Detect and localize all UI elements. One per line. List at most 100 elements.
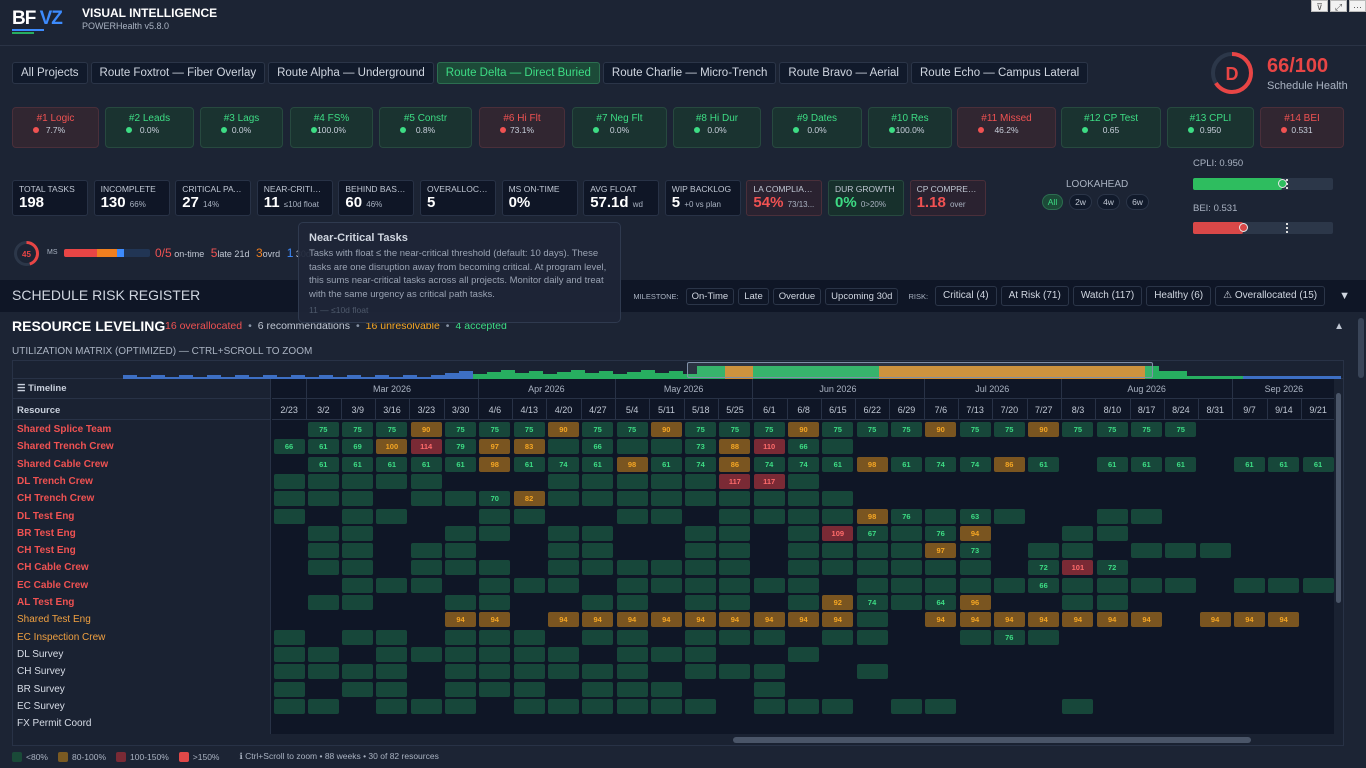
matrix-cell[interactable]	[685, 491, 717, 507]
resource-name[interactable]: CH Test Eng	[17, 545, 76, 557]
matrix-cell[interactable]	[547, 525, 579, 541]
matrix-cell[interactable]: 101	[1062, 560, 1094, 576]
matrix-horizontal-scrollbar[interactable]	[13, 734, 1343, 745]
health-check-card[interactable]: #10 Res 100.0%	[868, 107, 952, 148]
matrix-cell[interactable]	[273, 491, 305, 507]
risk-register-bar[interactable]	[0, 280, 1366, 312]
matrix-cell[interactable]	[1165, 543, 1197, 559]
matrix-cell[interactable]	[650, 560, 682, 576]
matrix-cell[interactable]: 76	[993, 629, 1025, 645]
matrix-cell[interactable]: 75	[479, 422, 511, 437]
matrix-cell[interactable]: 66	[582, 439, 614, 455]
matrix-cell[interactable]: 75	[582, 422, 614, 437]
resource-name[interactable]: DL Test Eng	[17, 510, 75, 522]
matrix-cell[interactable]	[479, 681, 511, 697]
matrix-cell[interactable]	[410, 491, 442, 507]
matrix-cell[interactable]	[685, 664, 717, 680]
health-check-card[interactable]: #1 Logic 7.7%	[12, 107, 99, 148]
matrix-cell[interactable]	[307, 525, 339, 541]
matrix-cell[interactable]	[342, 629, 374, 645]
matrix-cell[interactable]	[993, 508, 1025, 524]
matrix-cell[interactable]	[1028, 543, 1060, 559]
risk-filter-critical-4[interactable]: Critical (4)	[935, 286, 997, 306]
matrix-cell[interactable]	[616, 560, 648, 576]
matrix-cell[interactable]: 61	[1096, 456, 1128, 472]
matrix-cell[interactable]	[547, 439, 579, 455]
matrix-cell[interactable]: 109	[822, 525, 854, 541]
tab-route-foxtrot-fiber-overlay[interactable]: Route Foxtrot — Fiber Overlay	[90, 62, 266, 84]
matrix-cell[interactable]	[959, 577, 991, 593]
matrix-cell[interactable]: 74	[856, 595, 888, 610]
matrix-cell[interactable]	[479, 508, 511, 524]
matrix-cell[interactable]	[788, 595, 819, 610]
health-check-card[interactable]: #3 Lags 0.0%	[200, 107, 283, 148]
matrix-cell[interactable]	[1302, 577, 1334, 593]
matrix-cell[interactable]	[650, 439, 682, 455]
matrix-cell[interactable]	[616, 681, 648, 697]
matrix-cell[interactable]	[788, 560, 819, 576]
matrix-cell[interactable]: 75	[1062, 422, 1094, 437]
page-scrollbar[interactable]	[1358, 318, 1364, 378]
matrix-cell[interactable]	[856, 612, 888, 628]
matrix-cell[interactable]: 61	[1268, 456, 1300, 472]
matrix-cell[interactable]: 94	[925, 612, 957, 628]
tab-all-projects[interactable]: All Projects	[12, 62, 88, 84]
matrix-cell[interactable]	[788, 525, 819, 541]
matrix-cell[interactable]	[650, 698, 682, 714]
matrix-cell[interactable]: 98	[616, 456, 648, 472]
matrix-cell[interactable]: 61	[307, 456, 339, 472]
kpi-card[interactable]: MS ON-TIME 0%	[501, 180, 578, 216]
matrix-cell[interactable]: 61	[650, 456, 682, 472]
matrix-cell[interactable]: 61	[376, 456, 408, 472]
health-check-card[interactable]: #13 CPLI 0.950	[1167, 107, 1254, 148]
matrix-cell[interactable]	[513, 646, 545, 662]
health-check-card[interactable]: #6 Hi Flt 73.1%	[479, 107, 565, 148]
matrix-cell[interactable]	[890, 577, 922, 593]
matrix-cell[interactable]: 75	[307, 422, 339, 437]
matrix-cell[interactable]: 94	[993, 612, 1025, 628]
matrix-cell[interactable]: 90	[1028, 422, 1060, 437]
matrix-cell[interactable]	[1062, 525, 1094, 541]
matrix-cell[interactable]	[445, 698, 476, 714]
matrix-cell[interactable]	[445, 525, 476, 541]
matrix-cell[interactable]: 90	[650, 422, 682, 437]
matrix-cell[interactable]: 75	[890, 422, 922, 437]
matrix-cell[interactable]	[342, 577, 374, 593]
matrix-cell[interactable]	[822, 629, 854, 645]
matrix-cell[interactable]	[1268, 577, 1300, 593]
matrix-cell[interactable]	[856, 664, 888, 680]
matrix-cell[interactable]	[753, 508, 785, 524]
matrix-cell[interactable]	[685, 595, 717, 610]
resource-name[interactable]: DL Trench Crew	[17, 475, 93, 487]
matrix-cell[interactable]: 88	[719, 439, 751, 455]
matrix-cell[interactable]	[650, 646, 682, 662]
matrix-cell[interactable]	[273, 646, 305, 662]
matrix-cell[interactable]	[582, 543, 614, 559]
kpi-card[interactable]: TOTAL TASKS 198	[12, 180, 88, 216]
matrix-cell[interactable]: 61	[1165, 456, 1197, 472]
matrix-cell[interactable]	[685, 646, 717, 662]
matrix-cell[interactable]: 67	[856, 525, 888, 541]
matrix-cell[interactable]	[307, 664, 339, 680]
matrix-cell[interactable]	[616, 473, 648, 489]
matrix-cell[interactable]: 114	[410, 439, 442, 455]
kpi-card[interactable]: OVERALLOC R... 5	[420, 180, 496, 216]
matrix-cell[interactable]	[650, 508, 682, 524]
matrix-cell[interactable]: 94	[1062, 612, 1094, 628]
resource-name[interactable]: BR Survey	[17, 683, 65, 695]
matrix-cell[interactable]	[410, 473, 442, 489]
matrix-cell[interactable]: 75	[513, 422, 545, 437]
matrix-cell[interactable]	[376, 577, 408, 593]
health-check-card[interactable]: #7 Neg Flt 0.0%	[572, 107, 667, 148]
matrix-cell[interactable]: 86	[993, 456, 1025, 472]
health-check-card[interactable]: #11 Missed 46.2%	[957, 107, 1056, 148]
matrix-cell[interactable]	[513, 681, 545, 697]
matrix-cell[interactable]	[856, 543, 888, 559]
matrix-cell[interactable]: 92	[822, 595, 854, 610]
matrix-cell[interactable]: 61	[342, 456, 374, 472]
matrix-cell[interactable]	[788, 698, 819, 714]
matrix-cell[interactable]: 70	[479, 491, 511, 507]
matrix-cell[interactable]: 75	[616, 422, 648, 437]
matrix-cell[interactable]	[685, 577, 717, 593]
matrix-cell[interactable]	[753, 681, 785, 697]
